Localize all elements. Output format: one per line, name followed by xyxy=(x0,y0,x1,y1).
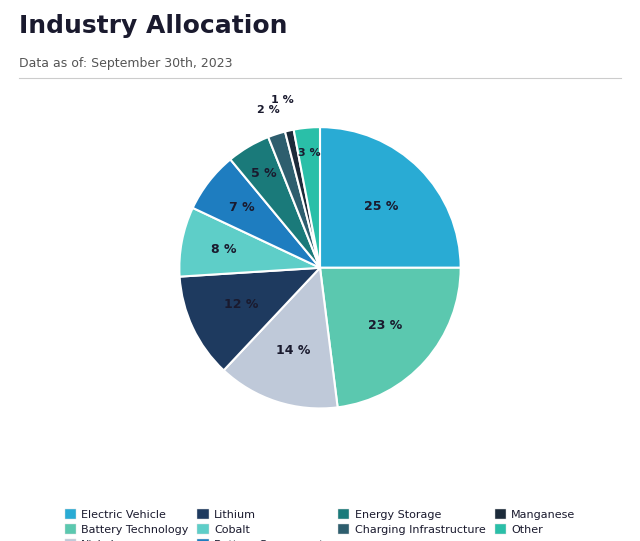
Text: 3 %: 3 % xyxy=(298,148,321,158)
Text: 2 %: 2 % xyxy=(257,105,280,115)
Legend: Electric Vehicle, Battery Technology, Nickel, Lithium, Cobalt, Battery Component: Electric Vehicle, Battery Technology, Ni… xyxy=(60,505,580,541)
Wedge shape xyxy=(294,127,320,268)
Text: Industry Allocation: Industry Allocation xyxy=(19,14,288,37)
Text: 7 %: 7 % xyxy=(229,201,255,214)
Text: 25 %: 25 % xyxy=(364,200,399,213)
Text: 1 %: 1 % xyxy=(271,95,294,105)
Wedge shape xyxy=(320,127,461,268)
Wedge shape xyxy=(180,268,320,371)
Wedge shape xyxy=(193,160,320,268)
Wedge shape xyxy=(285,130,320,268)
Wedge shape xyxy=(224,268,338,408)
Wedge shape xyxy=(268,131,320,268)
Wedge shape xyxy=(320,268,461,407)
Wedge shape xyxy=(230,137,320,268)
Text: 8 %: 8 % xyxy=(211,243,236,256)
Text: 12 %: 12 % xyxy=(224,299,259,312)
Text: 5 %: 5 % xyxy=(252,167,277,180)
Text: Data as of: September 30th, 2023: Data as of: September 30th, 2023 xyxy=(19,57,233,70)
Text: 14 %: 14 % xyxy=(276,344,310,357)
Text: 23 %: 23 % xyxy=(368,319,403,332)
Wedge shape xyxy=(179,208,320,276)
